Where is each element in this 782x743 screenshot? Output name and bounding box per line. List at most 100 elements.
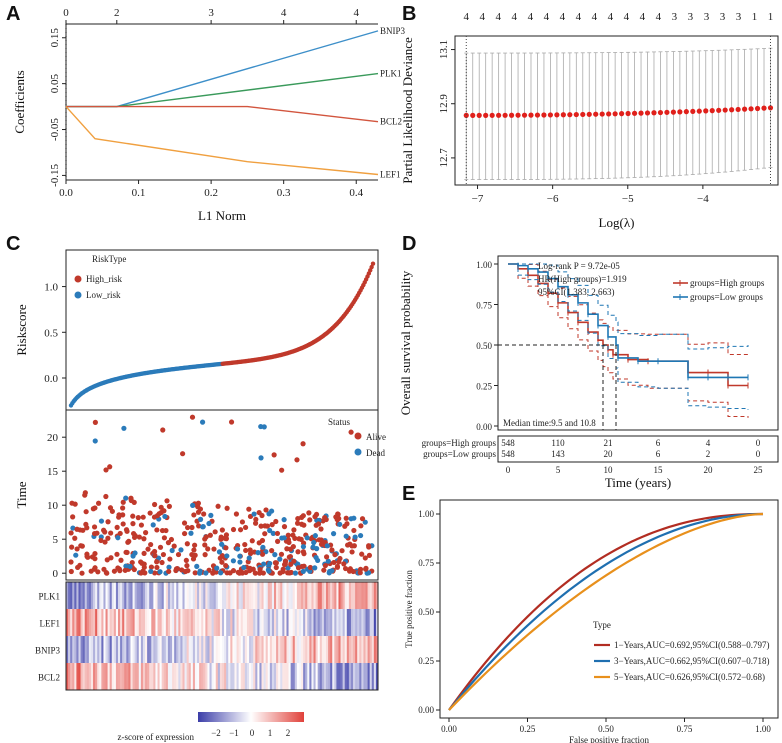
heatmap-cell [259,609,262,636]
heatmap-cell [105,582,108,609]
survival-annotation: Log-rank P = 9.72e-05 [538,261,620,271]
time-point [348,429,354,435]
heatmap-cell [90,582,94,609]
heatmap-cell [113,663,117,690]
deviance-point [521,112,528,118]
time-point [344,521,350,527]
heatmap-cell [373,609,377,636]
time-point [102,539,108,545]
series-label-lef1: LEF1 [380,169,401,179]
heatmap-cell [163,636,167,663]
heatmap-cell [174,609,177,636]
heatmap-cell [269,609,273,636]
heatmap-cell [66,636,69,663]
time-point [141,550,147,557]
heatmap-cell [251,609,254,636]
deviance-point [729,107,735,113]
time-point [74,546,80,552]
roc-x-tick: 0.75 [677,724,693,734]
time-point [152,501,158,508]
deviance-point [573,111,579,118]
top-count-label: 4 [464,11,470,23]
time-point [138,522,145,528]
heatmap-cell [353,663,356,690]
heatmap-cell [66,582,69,609]
time-point [357,532,364,539]
time-point [114,551,120,557]
heatmap-cell [301,663,304,690]
heatmap-cell [367,609,370,636]
heatmap-cell [226,663,229,690]
time-point [192,570,198,576]
heatmap-cell [126,609,129,636]
heatmap-cell [68,609,71,636]
risk-table-row-label: groups=Low groups [423,449,496,459]
time-point [191,547,197,553]
heatmap-cell [307,636,310,663]
heatmap-cell [342,609,346,636]
roc-legend-label: 3−Years,AUC=0.662,95%CI(0.607−0.718) [614,656,770,666]
heatmap-cell [332,582,335,609]
time-point [127,563,133,569]
heatmap-cell [109,636,113,663]
heatmap-cell [323,609,327,636]
heatmap-cell [357,582,360,609]
heatmap-cell [365,609,368,636]
heatmap-cell [340,636,343,663]
status-legend-dead-dot [354,448,362,456]
heatmap-cell [128,609,131,636]
time-point [301,563,307,569]
time-point [191,512,197,518]
survival-y-tick: 0.75 [476,301,492,311]
heatmap-cell [284,582,287,609]
heatmap-cell [97,636,100,663]
heatmap-cell [149,663,152,690]
heatmap-cell [290,636,294,663]
time-point [272,552,278,558]
heatmap-cell [269,582,273,609]
time-point [92,550,98,557]
heatmap-cell [373,582,377,609]
time-point [301,522,307,528]
colorbar-tick-label: 0 [250,728,255,738]
time-point [230,526,237,533]
time-point [111,568,118,574]
heatmap-cell [346,582,350,609]
heatmap-cell [294,609,298,636]
risk-table-cell: 4 [706,438,711,448]
heatmap-cell [278,609,281,636]
heatmap-cell [120,582,123,609]
top-count-label: 4 [560,11,566,23]
heatmap-cell [315,636,318,663]
heatmap-cell [72,663,75,690]
heatmap-cell [170,609,173,636]
heatmap-cell [186,663,190,690]
heatmap-cell [315,609,318,636]
survival-y-tick: 0.50 [476,341,492,351]
series-line-bcl2 [66,105,379,123]
heatmap-cell [361,609,364,636]
heatmap-cell [86,582,90,609]
heatmap-cell [124,609,127,636]
heatmap-cell [290,582,294,609]
time-point [160,551,167,558]
time-point [68,530,74,536]
risk-table-cell: 143 [551,449,565,459]
time-point [239,519,246,525]
heatmap-cell [159,582,162,609]
heatmap-cell [328,609,331,636]
heatmap-cell [246,609,250,636]
heatmap-cell [140,609,144,636]
risk-table-cell: 548 [501,438,515,448]
heatmap-cell [184,663,187,690]
survival-annotation: 95%CI(1.383, 2.663) [538,287,615,297]
time-point [194,563,200,569]
time-point [318,541,325,547]
top-tick-label: 4 [281,7,287,19]
top-count-label: 4 [640,11,646,23]
time-point [130,521,136,527]
deviance-point [528,112,534,118]
heatmap-cell [153,582,156,609]
time-point [184,541,190,547]
heatmap-cell [246,636,250,663]
